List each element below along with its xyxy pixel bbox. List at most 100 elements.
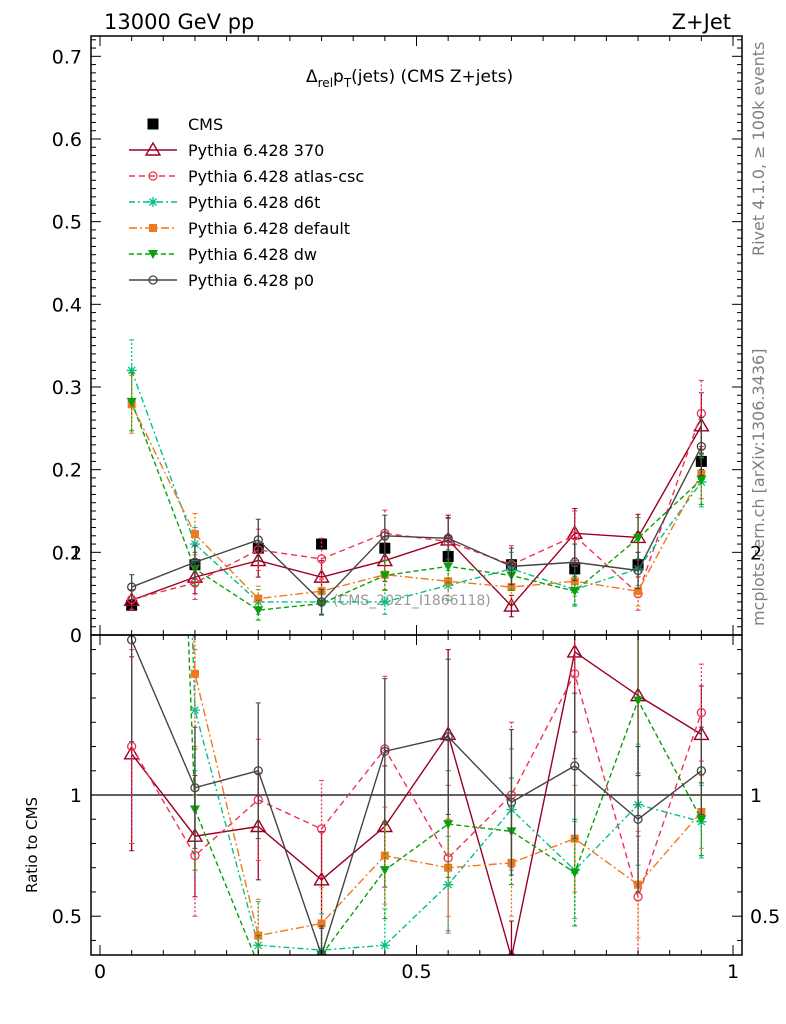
y-tick-label: 0.6	[52, 129, 82, 151]
marker-shape	[379, 940, 390, 951]
marker-shape	[569, 587, 580, 597]
marker-shape	[570, 557, 580, 567]
marker-shape	[253, 766, 263, 776]
main-series-d6t	[126, 339, 707, 615]
series-line	[131, 425, 702, 608]
data-point	[313, 871, 330, 886]
marker-shape	[696, 766, 706, 776]
series-line	[131, 650, 702, 955]
data-point	[190, 850, 200, 861]
marker-shape	[190, 557, 200, 567]
data-point	[126, 582, 137, 592]
marker-shape	[149, 224, 157, 232]
rivet-label: Rivet 4.1.0, ≥ 100k events	[749, 42, 768, 256]
data-point	[443, 820, 454, 830]
ratio-y-tick-label-right: 1	[750, 785, 762, 807]
main-series-CMS	[126, 452, 707, 611]
marker-shape	[316, 597, 327, 607]
marker-shape	[633, 565, 643, 576]
marker-shape	[253, 961, 263, 970]
marker-shape	[696, 815, 707, 825]
data-point	[569, 587, 580, 597]
marker-shape	[443, 562, 454, 572]
data-point	[443, 533, 453, 543]
data-point	[316, 597, 327, 607]
legend-entry-p0: Pythia 6.428 p0	[129, 271, 314, 290]
main-series-p370	[123, 392, 710, 618]
data-point	[316, 554, 327, 564]
legend-marker	[148, 171, 158, 181]
legend-entry-d6t: Pythia 6.428 d6t	[129, 193, 320, 212]
data-point	[126, 397, 137, 407]
series-line	[130, 401, 702, 611]
data-point	[696, 707, 706, 718]
marker-shape	[696, 475, 707, 485]
marker-shape	[254, 594, 263, 603]
marker-shape	[570, 669, 580, 679]
marker-shape	[190, 530, 199, 539]
series-line	[130, 370, 702, 603]
marker-shape	[190, 783, 200, 793]
data-point	[443, 562, 454, 572]
ratio-y-tick-label: 0.5	[52, 906, 82, 928]
main-series-group	[123, 339, 710, 621]
x-tick-label: 0.5	[401, 961, 431, 983]
marker-shape	[148, 171, 158, 181]
legend-entry-default: Pythia 6.428 default	[129, 219, 350, 238]
marker-shape	[144, 141, 162, 156]
data-point	[253, 961, 263, 970]
data-point	[379, 866, 390, 876]
marker-shape	[313, 871, 330, 886]
data-point	[379, 596, 390, 607]
y-tick-label: 0.4	[52, 294, 82, 316]
marker-shape	[507, 583, 516, 592]
legend-entry-CMS: CMS	[147, 115, 223, 134]
data-point	[633, 814, 643, 824]
series-line	[131, 404, 702, 600]
y-tick-label: 0.3	[52, 377, 82, 399]
data-point	[190, 669, 199, 678]
axes-group: 0 0.5 1 0 0.1 0.2 0.3 0.4 0.5 0.6 0.7 0.5 0.5 1 1 2 2	[52, 35, 780, 983]
marker-shape	[126, 741, 137, 752]
data-point	[570, 531, 580, 541]
marker-shape	[379, 596, 390, 607]
marker-shape	[253, 535, 263, 545]
legend-marker	[149, 224, 157, 232]
data-point	[570, 557, 580, 567]
ratio-y-tick-label-right: 2	[750, 543, 762, 565]
data-point	[696, 766, 706, 776]
main-plot-title: ΔrelpT(jets) (CMS Z+jets)	[306, 67, 513, 90]
data-point	[443, 879, 454, 890]
marker-shape	[566, 524, 583, 540]
data-point	[379, 571, 390, 581]
data-point	[634, 587, 643, 596]
x-tick-label: 0	[94, 961, 106, 983]
marker-shape	[253, 606, 264, 616]
legend: CMS Pythia 6.428 370 Pythia 6.428 atlas-cs…	[129, 115, 364, 290]
marker-shape	[189, 539, 200, 550]
data-point	[696, 815, 707, 825]
data-point	[696, 441, 706, 452]
legend-marker	[148, 197, 158, 207]
marker-shape	[380, 531, 390, 541]
data-point	[316, 824, 327, 834]
data-point	[503, 597, 520, 612]
data-point	[380, 851, 389, 860]
legend-marker	[148, 275, 158, 285]
legend-label: Pythia 6.428 atlas-csc	[188, 167, 364, 186]
legend-entry-p370: Pythia 6.428 370	[129, 141, 324, 160]
marker-shape	[570, 531, 580, 541]
y-tick-label: 0	[70, 625, 82, 647]
data-point	[380, 746, 390, 757]
data-point	[379, 940, 390, 951]
legend-entry-dw: Pythia 6.428 dw	[129, 245, 317, 264]
x-tick-label: 1	[727, 961, 739, 983]
marker-shape	[190, 850, 200, 861]
y-tick-label: 0.2	[52, 460, 82, 482]
main-series-p0	[126, 417, 706, 615]
marker-shape	[147, 118, 159, 130]
legend-label: Pythia 6.428 370	[188, 141, 324, 160]
legend-marker	[148, 250, 158, 259]
legend-marker	[147, 118, 159, 130]
